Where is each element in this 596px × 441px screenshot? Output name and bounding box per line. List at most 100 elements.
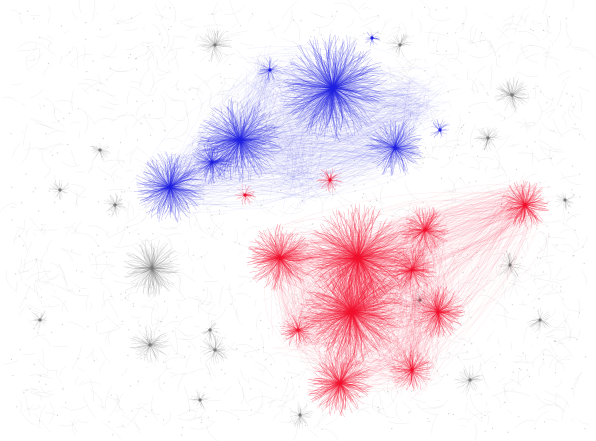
grey-edge [306, 399, 331, 406]
grey-edge [492, 208, 497, 218]
grey-node [260, 319, 262, 321]
grey-edge [78, 367, 84, 372]
grey-edge [443, 200, 467, 206]
grey-edge [322, 79, 348, 90]
grey-node [293, 19, 295, 21]
grey-edge [192, 267, 195, 274]
grey-edge [257, 231, 261, 244]
grey-edge [75, 46, 79, 69]
grey-edge [44, 97, 55, 114]
grey-edge [72, 226, 83, 234]
grey-node [234, 241, 236, 243]
grey-node [579, 196, 581, 198]
grey-edge [556, 82, 566, 107]
grey-edge [372, 389, 384, 409]
grey-edge [351, 54, 365, 61]
grey-node [512, 371, 514, 373]
grey-edge [88, 165, 95, 173]
grey-edge [213, 341, 236, 357]
grey-edge [117, 66, 123, 71]
grey-node [328, 172, 330, 174]
grey-edge [236, 344, 259, 355]
grey-edge [398, 65, 418, 73]
grey-edge [147, 315, 164, 335]
grey-edge [126, 147, 136, 156]
grey-edge [381, 289, 397, 306]
grey-edge [543, 320, 565, 336]
grey-edge [499, 28, 517, 39]
grey-node [408, 412, 410, 414]
grey-edge [532, 277, 542, 283]
grey-edge [138, 235, 160, 242]
grey-edge [208, 10, 220, 15]
grey-edge [347, 58, 356, 67]
grey-node [255, 153, 257, 155]
grey-node [33, 18, 35, 20]
grey-edge [406, 152, 424, 156]
grey-node [301, 200, 303, 202]
grey-edge [139, 43, 155, 61]
grey-node [466, 351, 468, 353]
grey-edge [249, 355, 253, 360]
grey-cluster [555, 192, 575, 211]
grey-edge [177, 373, 185, 392]
grey-edge [547, 283, 565, 301]
grey-edge [159, 222, 182, 230]
grey-node [136, 68, 138, 70]
grey-edge [444, 262, 459, 282]
grey-node [175, 353, 177, 355]
grey-edge [485, 401, 488, 408]
grey-edge [571, 418, 575, 423]
grey-node [340, 91, 342, 93]
grey-edge [457, 48, 466, 52]
grey-node [264, 230, 266, 232]
grey-node [215, 410, 218, 412]
grey-edge [0, 202, 16, 213]
grey-node [536, 228, 538, 230]
grey-edge [467, 410, 484, 423]
grey-edge [468, 102, 488, 108]
grey-node [528, 375, 531, 377]
grey-edge [410, 293, 414, 297]
grey-node [347, 133, 349, 135]
grey-edge [12, 143, 21, 158]
grey-node [220, 369, 222, 371]
grey-node [310, 172, 312, 175]
grey-node [33, 363, 36, 365]
grey-edge [187, 26, 193, 31]
grey-edge [225, 30, 249, 37]
grey-edge [126, 284, 139, 291]
grey-node [261, 120, 263, 122]
grey-edge [223, 263, 225, 272]
grey-node [476, 155, 479, 157]
grey-edge [22, 258, 26, 272]
grey-edge [492, 361, 499, 366]
grey-edge [85, 351, 93, 359]
grey-edge [545, 390, 561, 399]
grey-edge [565, 197, 578, 203]
grey-edge [448, 188, 457, 193]
grey-edge [378, 410, 396, 418]
grey-edge [286, 359, 290, 366]
grey-edge [83, 79, 107, 88]
grey-node [246, 219, 248, 221]
grey-node [537, 85, 539, 87]
grey-edge [188, 87, 202, 91]
grey-edge [267, 334, 270, 339]
grey-edge [119, 298, 130, 301]
grey-edge [168, 371, 194, 375]
grey-node [572, 106, 574, 108]
grey-edge [89, 263, 115, 266]
grey-edge [322, 189, 328, 193]
grey-node [427, 418, 429, 420]
grey-edge [254, 411, 264, 414]
hub-edge [151, 267, 156, 294]
grey-edge [472, 77, 478, 96]
hub-node [58, 188, 62, 192]
grey-edge [416, 402, 421, 409]
grey-edge [154, 248, 160, 273]
grey-node [218, 209, 220, 211]
grey-edge [536, 254, 555, 259]
grey-node [169, 7, 171, 9]
grey-node [390, 156, 392, 158]
